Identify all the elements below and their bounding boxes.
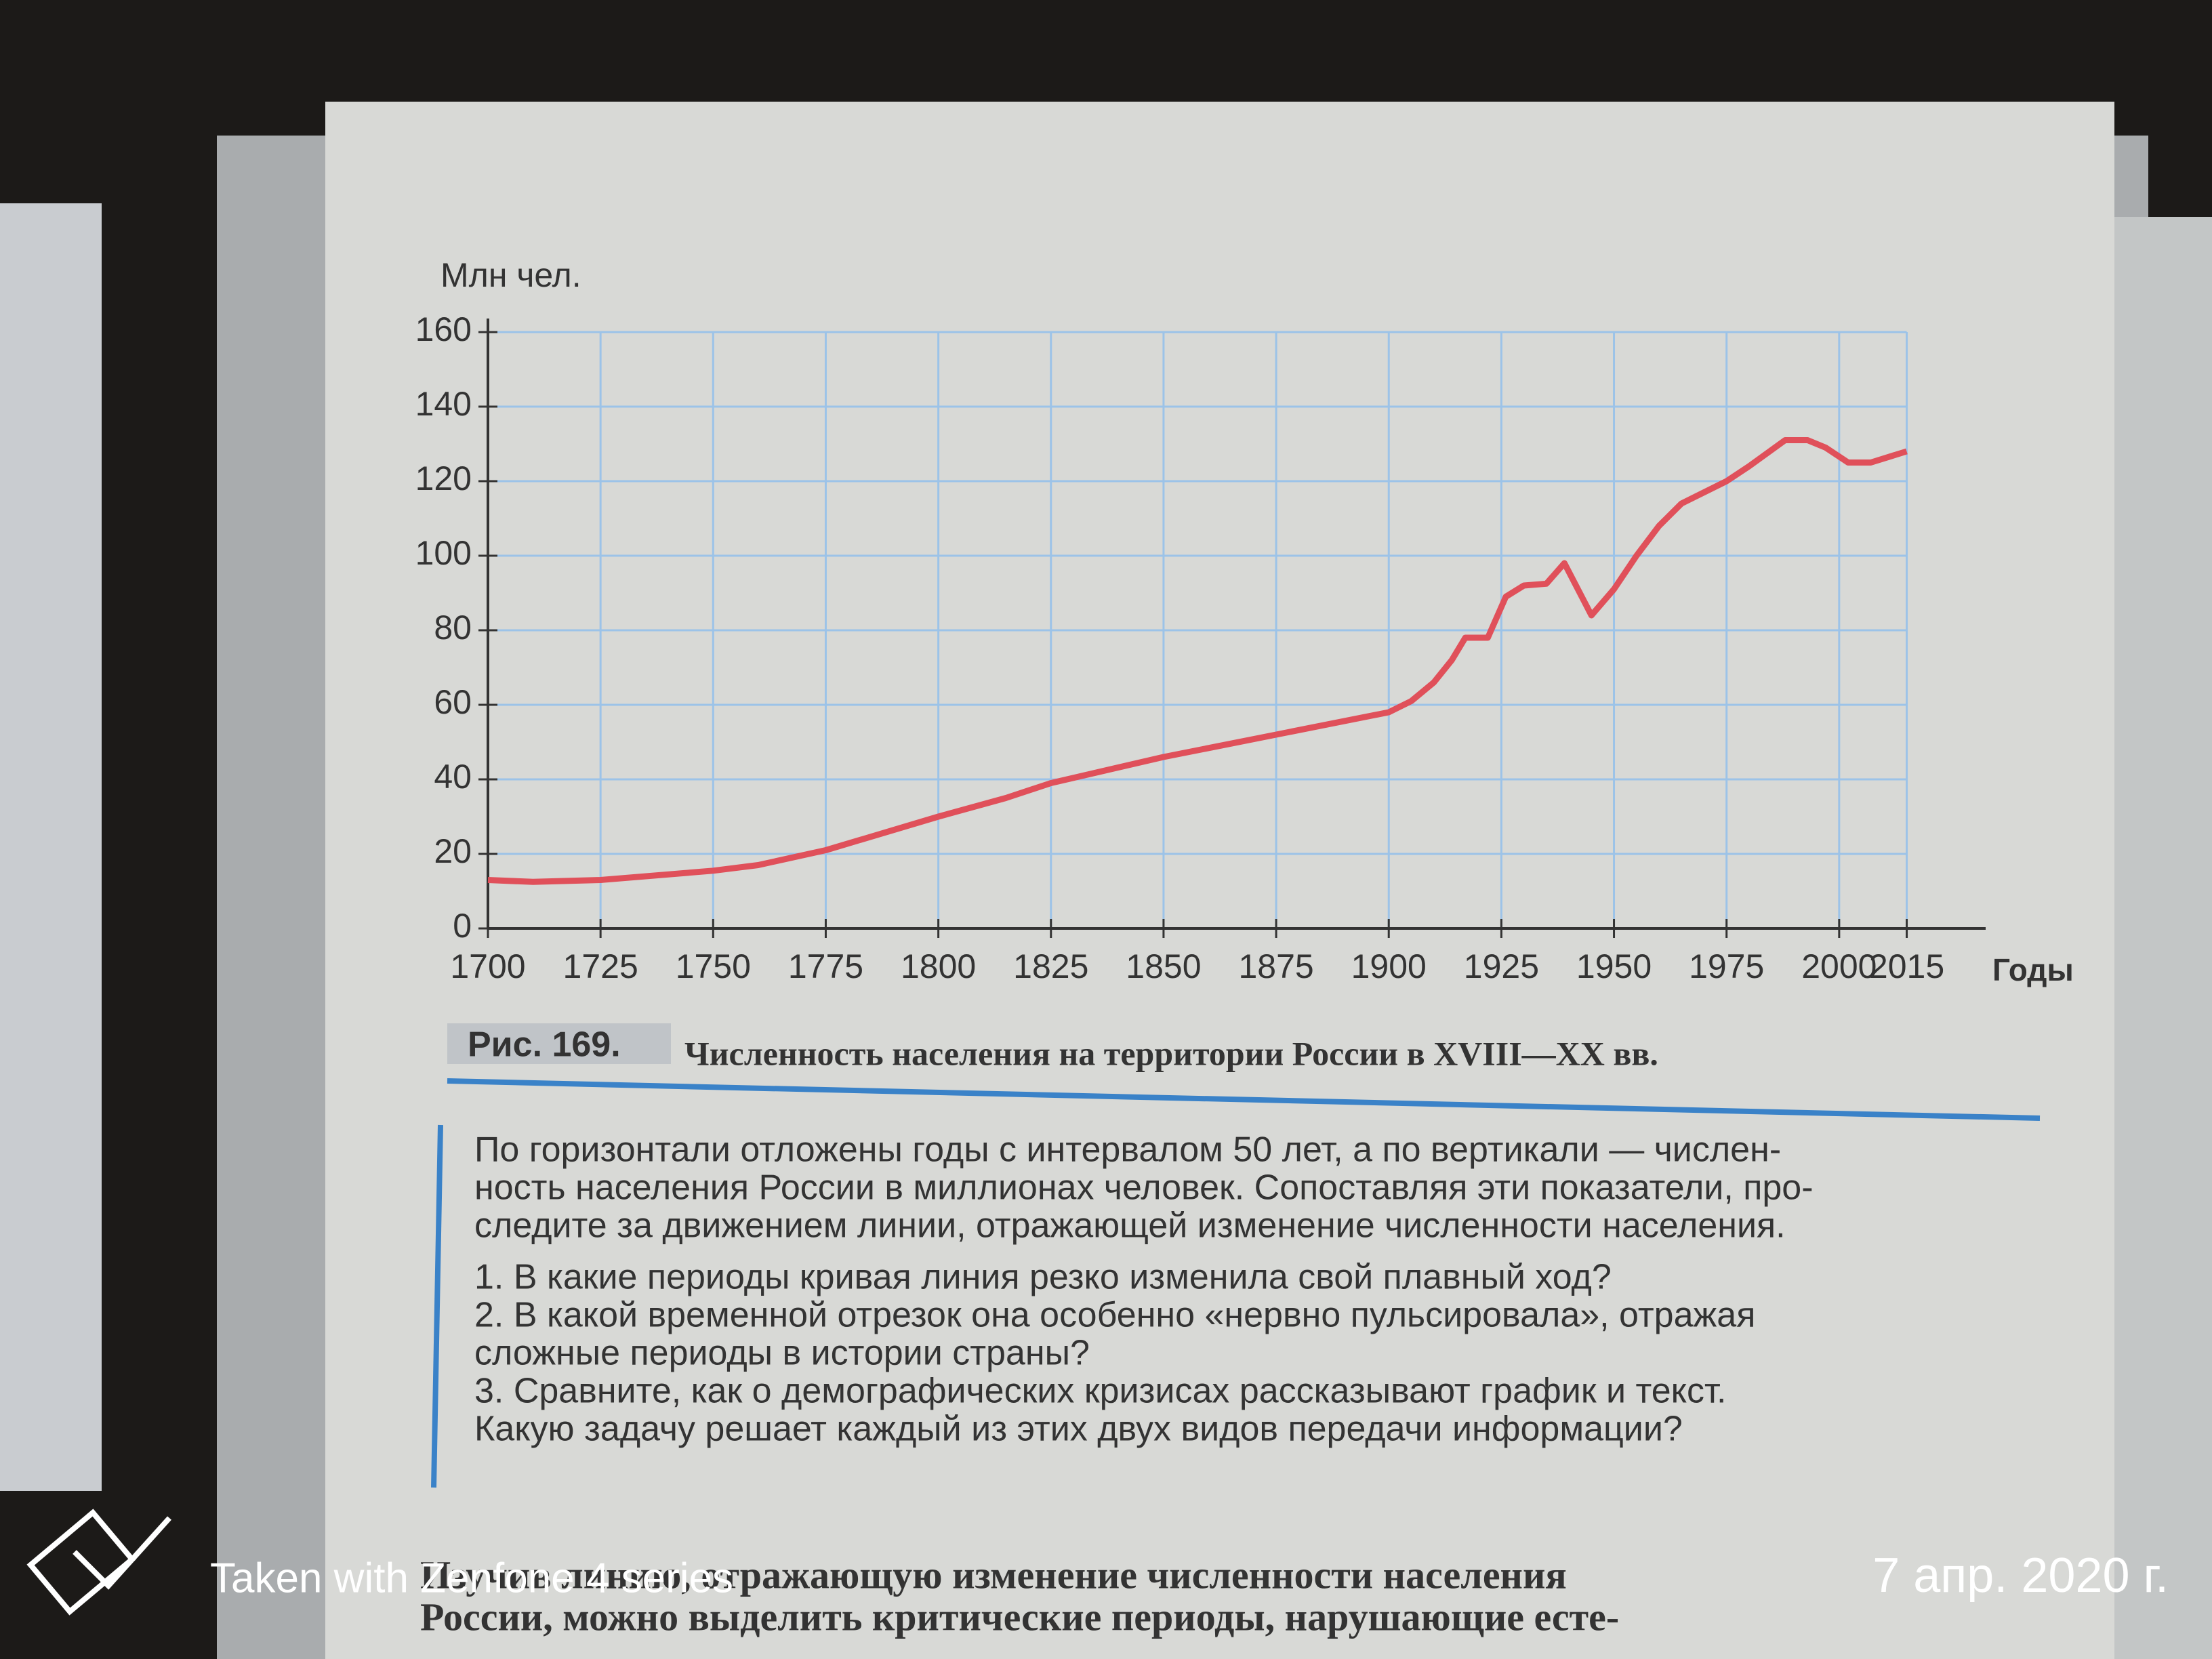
watermark-icon [26,1509,171,1616]
y-tick-label: 160 [415,310,472,348]
x-tick-label: 1900 [1351,947,1427,985]
x-tick-label: 1925 [1464,947,1539,985]
x-tick-label: 1875 [1238,947,1313,985]
x-tick-label: 2015 [1869,947,1944,985]
icon-shape [26,1509,136,1616]
question-line: 3. Сравните, как о демографических кризи… [474,1372,1727,1411]
icon-check [73,1516,171,1590]
x-tick-label: 1775 [788,947,863,985]
paragraph-line: ность населения России в миллионах челов… [474,1168,1814,1208]
figure-caption: Численность населения на территории Росс… [684,1034,1658,1072]
text-block: По горизонтали отложены годы с интервало… [420,1130,1814,1639]
y-tick-label: 80 [434,609,472,647]
paragraph-line: По горизонтали отложены годы с интервало… [474,1130,1781,1170]
paragraph-line: следите за движением линии, отражающей и… [474,1206,1786,1246]
question-line: Какую задачу решает каждый из этих двух … [474,1410,1683,1449]
x-axis-label: Годы [1992,952,2074,987]
x-tick-label: 1800 [901,947,976,985]
figure-number: Рис. 169. [468,1025,621,1065]
y-tick-label: 100 [415,534,472,572]
x-tick-label: 1725 [563,947,638,985]
watermark-date: 7 апр. 2020 г. [1872,1549,2169,1603]
x-tick-label: 2000 [1801,947,1877,985]
question-line: 1. В какие периоды кривая линия резко из… [474,1258,1612,1297]
body-line: России, можно выделить критические перио… [420,1595,1619,1639]
body-line: Изучив линию, отражающую изменение числе… [420,1553,1567,1597]
x-tick-label: 1700 [450,947,525,985]
right-page [2114,217,2212,1659]
y-tick-label: 40 [434,758,472,796]
box-bar [431,1124,443,1488]
y-tick-label: 60 [434,683,472,721]
y-tick-label: 0 [453,907,472,945]
question-line: 2. В какой временной отрезок она особенн… [474,1296,1755,1335]
x-tick-label: 1850 [1126,947,1201,985]
data-line [487,437,1908,885]
watermark-brand: Taken with Zenfone 4 series [210,1555,733,1601]
y-tick-label: 120 [415,459,472,497]
caption-tab [447,1023,671,1064]
x-tick-label: 1825 [1013,947,1088,985]
y-axis-label: Млн чел. [441,256,581,294]
y-tick-label: 140 [415,385,472,423]
question-line: сложные периоды в истории страны? [474,1334,1090,1373]
x-tick-label: 1950 [1576,947,1652,985]
caption-rule [447,1078,2041,1121]
y-tick-label: 20 [434,832,472,870]
x-tick-label: 1975 [1689,947,1764,985]
chart: 0 20 40 60 80 100 120 140 160 1700 1725 1750 1775 180… [415,256,2074,987]
x-tick-label: 1750 [676,947,751,985]
left-notebook [0,203,102,1491]
